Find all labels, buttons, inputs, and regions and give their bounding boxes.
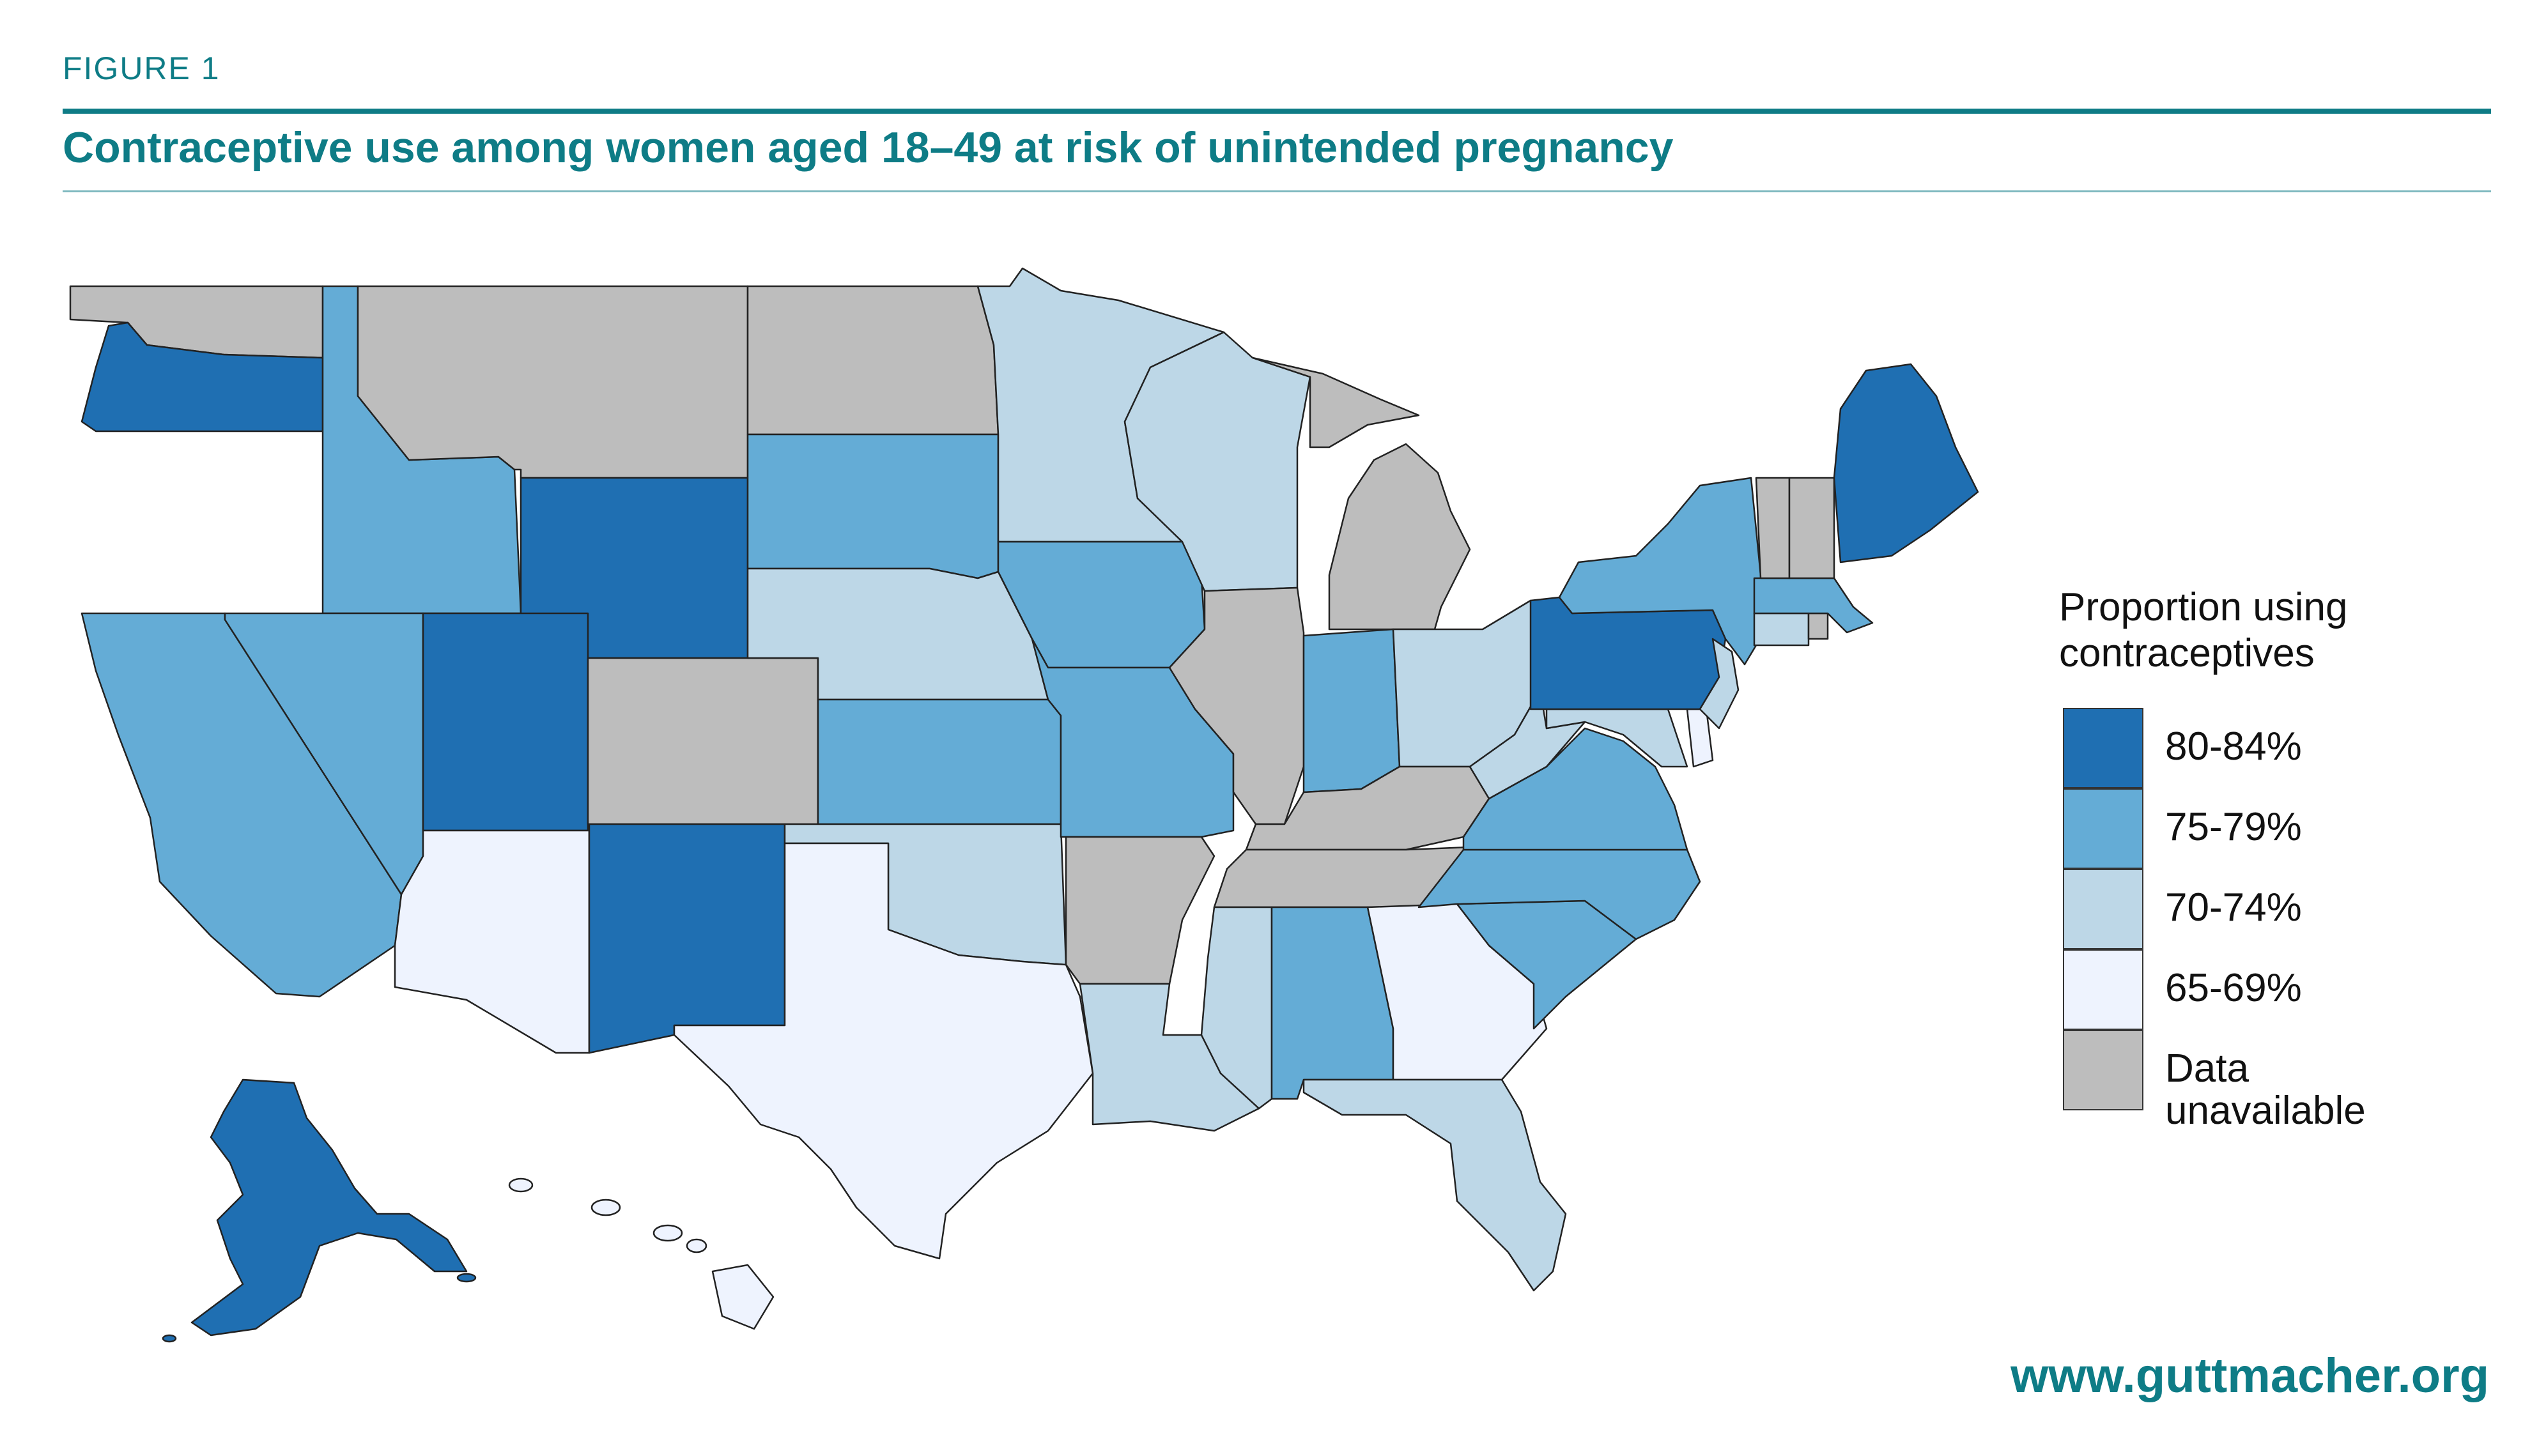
title-rule	[63, 190, 2491, 192]
legend-item: Data unavailable	[2063, 1030, 2472, 1132]
legend-item: 70-74%	[2063, 869, 2472, 952]
state-new-mexico	[588, 823, 786, 1054]
alaska-islet	[162, 1334, 177, 1343]
state-alaska	[190, 1078, 468, 1337]
state-connecticut	[1753, 612, 1810, 647]
state-michigan	[1251, 356, 1471, 631]
chart-title: Contraceptive use among women aged 18–49…	[63, 123, 1674, 172]
hawaii-islet	[652, 1224, 683, 1242]
state-north-dakota	[746, 285, 999, 436]
legend-item: 80-84%	[2063, 708, 2472, 791]
hawaii-islet	[590, 1199, 621, 1216]
legend-swatch	[2063, 949, 2143, 1030]
state-hawaii	[711, 1264, 775, 1330]
legend-swatch	[2063, 869, 2143, 949]
legend-item: 65-69%	[2063, 949, 2472, 1032]
legend-label: 65-69%	[2165, 966, 2302, 1010]
state-new-jersey	[1699, 638, 1740, 730]
state-utah	[422, 612, 589, 832]
state-kansas	[817, 698, 1062, 825]
legend-label: 70-74%	[2165, 885, 2302, 930]
state-colorado	[587, 657, 819, 825]
state-indiana	[1302, 628, 1401, 793]
state-illinois	[1168, 586, 1305, 825]
hawaii-islet	[686, 1238, 707, 1253]
figure-label: FIGURE 1	[63, 50, 220, 86]
legend-item: 75-79%	[2063, 788, 2472, 871]
legend-label: 75-79%	[2165, 805, 2302, 849]
state-montana	[357, 285, 749, 479]
state-massachusetts	[1753, 577, 1874, 634]
state-pennsylvania	[1529, 596, 1727, 710]
legend-label: 80-84%	[2165, 724, 2302, 769]
hawaii-islet	[508, 1177, 534, 1193]
top-rule	[63, 109, 2491, 114]
state-arizona	[394, 829, 590, 1054]
legend-swatch	[2063, 708, 2143, 788]
state-florida	[1302, 1078, 1567, 1292]
legend-label: Data unavailable	[2165, 1046, 2366, 1133]
state-maine	[1833, 363, 1979, 563]
state-missouri	[1031, 638, 1235, 838]
state-south-dakota	[746, 433, 999, 579]
legend-swatch	[2063, 788, 2143, 869]
legend-swatch	[2063, 1030, 2143, 1110]
state-new-hampshire	[1788, 477, 1835, 579]
state-maryland	[1545, 708, 1688, 768]
legend-title: Proportion using contraceptives	[2059, 585, 2348, 675]
state-texas	[673, 842, 1094, 1260]
source-url[interactable]: www.guttmacher.org	[2010, 1349, 2489, 1403]
alaska-islet	[456, 1273, 477, 1283]
state-rhode-island	[1807, 612, 1829, 640]
state-arkansas	[1065, 836, 1215, 985]
state-wisconsin	[1123, 331, 1311, 592]
state-vermont	[1755, 477, 1791, 579]
